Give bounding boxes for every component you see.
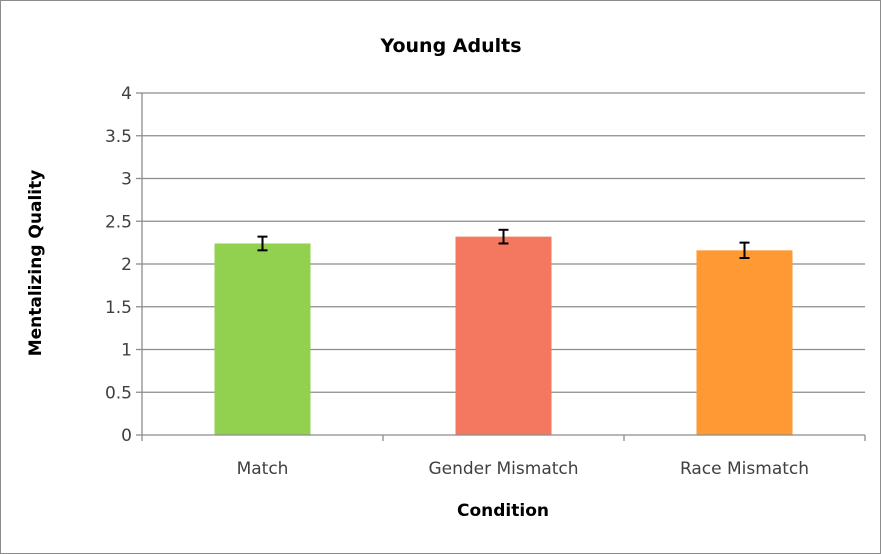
error-bar [498, 228, 509, 245]
y-tick-label: 0.5 [105, 383, 132, 403]
error-bars [257, 228, 750, 260]
y-tick-label: 1 [121, 341, 132, 361]
y-tick-label: 1.5 [105, 298, 132, 318]
x-axis-ticks: Match Gender Mismatch Race Mismatch [141, 435, 866, 479]
y-axis-ticks: 0 0.5 1 1.5 2 2.5 3 3.5 4 [105, 84, 142, 446]
x-axis-title: Condition [457, 501, 549, 521]
x-tick-label: Gender Mismatch [428, 459, 578, 479]
bar-gender-mismatch [455, 236, 552, 435]
bar-race-mismatch [696, 250, 793, 435]
x-tick-label: Match [237, 459, 289, 479]
x-tick-label: Race Mismatch [680, 459, 809, 479]
chart-title: Young Adults [379, 35, 521, 57]
error-bar [257, 235, 268, 252]
y-axis-title: Mentalizing Quality [26, 170, 46, 357]
axes [141, 93, 865, 436]
y-tick-label: 2.5 [105, 212, 132, 232]
y-tick-label: 2 [121, 255, 132, 275]
error-bar [739, 241, 750, 260]
y-tick-label: 3 [121, 170, 132, 190]
y-tick-label: 0 [121, 426, 132, 446]
bar-match [214, 243, 311, 435]
y-tick-label: 4 [121, 84, 132, 104]
bars [214, 236, 793, 435]
y-tick-label: 3.5 [105, 127, 132, 147]
